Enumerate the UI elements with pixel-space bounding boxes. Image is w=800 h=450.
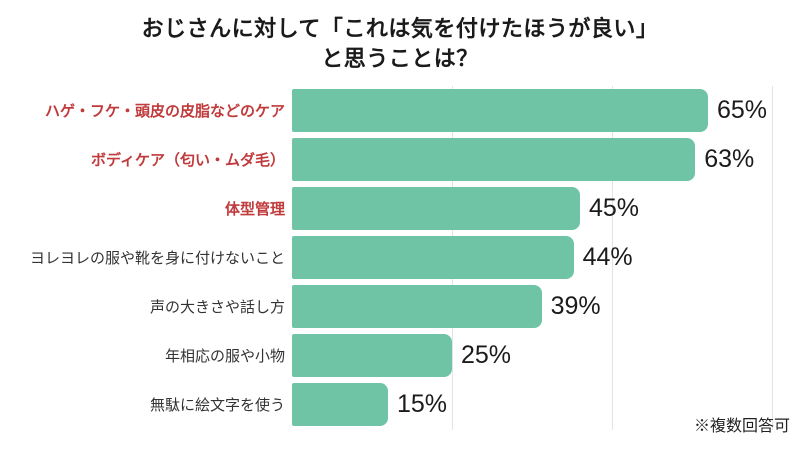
footnote: ※複数回答可 <box>693 418 790 435</box>
category-label: ヨレヨレの服や靴を身に付けないこと <box>29 250 285 267</box>
category-label: 年相応の服や小物 <box>164 348 285 365</box>
bar-chart: ハゲ・フケ・頭皮の皮脂などのケア 65% ボディケア（匂い・ムダ毛） 63% 体型管理 4… <box>0 86 800 432</box>
bar-track: 25% <box>292 334 800 377</box>
bar-track: 63% <box>292 138 800 181</box>
bar <box>292 334 452 377</box>
value-label: 44% <box>582 243 633 271</box>
bar-row: 声の大きさや話し方 39% <box>0 282 800 331</box>
bar-track: 45% <box>292 187 800 230</box>
bar-row: 年相応の服や小物 25% <box>0 331 800 380</box>
gridline-50pct <box>612 86 613 430</box>
chart-title: おじさんに対して「これは気を付けたほうが良い」 と思うことは？ <box>0 14 800 74</box>
bar <box>292 236 574 279</box>
bar <box>292 187 580 230</box>
gridline-75pct <box>772 86 773 430</box>
value-label: 65% <box>717 96 768 124</box>
value-label: 63% <box>704 145 755 173</box>
bar <box>292 285 542 328</box>
bar-track: 44% <box>292 236 800 279</box>
bar-track: 15% <box>292 383 800 426</box>
bar-row: ハゲ・フケ・頭皮の皮脂などのケア 65% <box>0 86 800 135</box>
category-label: ハゲ・フケ・頭皮の皮脂などのケア <box>44 103 285 120</box>
bar-rows: ハゲ・フケ・頭皮の皮脂などのケア 65% ボディケア（匂い・ムダ毛） 63% 体型管理 4… <box>0 86 800 429</box>
chart-title-line1: おじさんに対して「これは気を付けたほうが良い」 <box>141 16 659 41</box>
bar <box>292 383 388 426</box>
value-label: 15% <box>397 390 448 418</box>
bar-row: 無駄に絵文字を使う 15% <box>0 380 800 429</box>
value-label: 39% <box>550 292 601 320</box>
category-label: ボディケア（匂い・ムダ毛） <box>91 152 285 169</box>
category-label: 無駄に絵文字を使う <box>149 397 285 414</box>
bar-row: ボディケア（匂い・ムダ毛） 63% <box>0 135 800 184</box>
value-label: 45% <box>589 194 640 222</box>
chart-title-line2: と思うことは？ <box>321 46 479 71</box>
bar <box>292 138 696 181</box>
category-label: 体型管理 <box>224 201 285 218</box>
bar-track: 65% <box>292 89 800 132</box>
bar-track: 39% <box>292 285 800 328</box>
bar-row: ヨレヨレの服や靴を身に付けないこと 44% <box>0 233 800 282</box>
value-label: 25% <box>461 341 512 369</box>
bar <box>292 89 708 132</box>
bar-row: 体型管理 45% <box>0 184 800 233</box>
category-label: 声の大きさや話し方 <box>149 299 285 316</box>
